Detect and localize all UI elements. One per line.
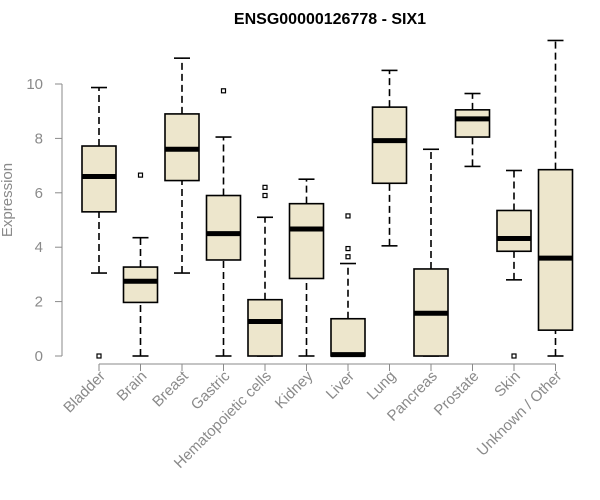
- y-tick-label: 10: [26, 76, 43, 93]
- iqr-box: [496, 209, 532, 253]
- y-axis-label: Expression: [0, 163, 16, 237]
- y-tick-label: 6: [35, 185, 43, 202]
- box-unknown-other: [537, 39, 574, 357]
- box-gastric: [205, 88, 242, 357]
- outlier-point: [220, 88, 227, 94]
- outlier-point: [137, 172, 144, 178]
- iqr-box: [247, 298, 283, 357]
- iqr-box: [454, 109, 491, 138]
- outlier-point: [345, 245, 351, 252]
- x-tick-label: Lung: [364, 368, 400, 404]
- box-kidney: [288, 178, 325, 357]
- x-tick-label: Bladder: [60, 368, 109, 417]
- iqr-box: [122, 266, 159, 304]
- iqr-box: [330, 317, 366, 357]
- x-tick-label: Skin: [491, 368, 524, 401]
- x-tick-label: Brain: [114, 368, 151, 405]
- y-tick-label: 4: [35, 239, 43, 256]
- outlier-point: [262, 184, 268, 190]
- box-prostate: [454, 92, 491, 168]
- box-hematopoietic-cells: [247, 184, 283, 357]
- y-tick-label: 2: [35, 294, 43, 311]
- y-tick-label: 8: [35, 130, 43, 147]
- x-tick-label: Breast: [149, 367, 192, 410]
- x-tick-label: Liver: [323, 368, 358, 403]
- outlier-point: [345, 254, 351, 260]
- box-pancreas: [413, 148, 449, 357]
- box-brain: [122, 172, 159, 357]
- chart-title: ENSG00000126778 - SIX1: [234, 11, 426, 28]
- box-skin: [496, 169, 532, 359]
- box-lung: [371, 69, 408, 247]
- iqr-box: [537, 168, 574, 331]
- x-tick-label: Prostate: [431, 368, 483, 420]
- outlier-point: [96, 353, 102, 359]
- box-breast: [164, 57, 200, 274]
- box-liver: [330, 213, 366, 358]
- outlier-point: [262, 192, 268, 199]
- iqr-box: [205, 194, 242, 261]
- outlier-point: [511, 353, 517, 359]
- outlier-point: [345, 213, 351, 219]
- iqr-box: [371, 106, 408, 185]
- box-bladder: [81, 86, 117, 359]
- y-tick-label: 0: [35, 348, 43, 365]
- iqr-box: [288, 202, 325, 280]
- x-tick-label: Kidney: [272, 367, 317, 412]
